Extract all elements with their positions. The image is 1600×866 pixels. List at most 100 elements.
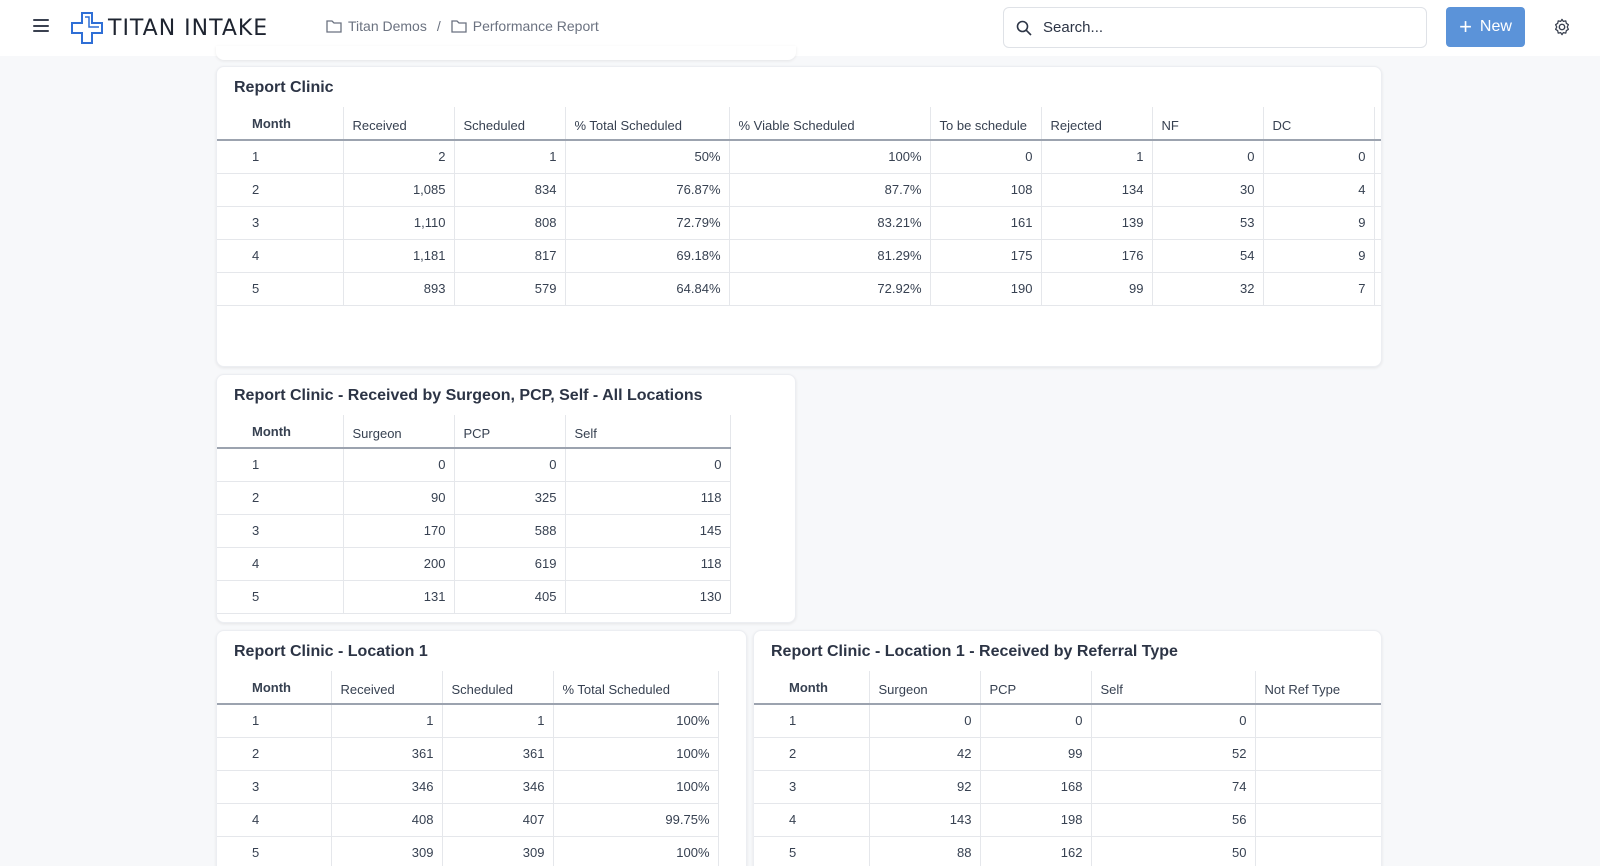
card-title: Report Clinic - Location 1 xyxy=(234,643,428,660)
column-header[interactable]: Month xyxy=(754,671,870,705)
column-header[interactable]: To be schedule xyxy=(930,107,1042,141)
previous-card-bottom xyxy=(216,46,796,60)
month-cell: 4 xyxy=(217,547,344,581)
column-header[interactable]: % Total Scheduled xyxy=(565,107,730,141)
column-header[interactable]: Received xyxy=(331,671,443,705)
table-cell: 100% xyxy=(553,704,719,738)
table-cell: 588 xyxy=(454,514,566,548)
table-cell: 0 xyxy=(343,448,455,482)
table-row: 4 1,181 817 69.18% 81.29% 175 176 54 9 xyxy=(217,239,1381,273)
table-row: 1 1 1 100% xyxy=(217,704,719,738)
table-cell: 72.92% xyxy=(729,272,931,306)
table-cell xyxy=(1255,803,1381,837)
table-cell: 139 xyxy=(1041,206,1153,240)
table-cell: 893 xyxy=(343,272,455,306)
column-header[interactable]: NF xyxy=(1152,107,1264,141)
table-cell: 1 xyxy=(454,140,566,174)
plus-icon: + xyxy=(1459,14,1472,39)
table-cell: 0 xyxy=(1152,140,1264,174)
table-cell xyxy=(1255,704,1381,738)
column-header[interactable]: % Viable Scheduled xyxy=(729,107,931,141)
column-header[interactable]: % Total Scheduled xyxy=(553,671,719,705)
table-cell: 131 xyxy=(343,580,455,614)
table-cell: 1 xyxy=(1041,140,1153,174)
column-header[interactable]: Rejected xyxy=(1041,107,1153,141)
card-title: Report Clinic - Received by Surgeon, PCP… xyxy=(234,387,703,404)
search-box[interactable] xyxy=(1003,7,1427,48)
table-cell: 162 xyxy=(980,836,1092,866)
table-cell: 100% xyxy=(553,836,719,866)
table-cell: 1 xyxy=(331,704,443,738)
column-header[interactable]: DC xyxy=(1263,107,1375,141)
logo-cross-icon xyxy=(71,12,103,44)
table-row: 5 88 162 50 xyxy=(754,836,1381,866)
table-cell: 100% xyxy=(553,770,719,804)
breadcrumb-item-titan-demos[interactable]: Titan Demos xyxy=(326,18,427,34)
app-logo[interactable]: TITAN INTAKE xyxy=(70,11,268,45)
table-row: 4 143 198 56 xyxy=(754,803,1381,837)
column-spacer xyxy=(1374,173,1381,207)
column-header[interactable]: Not Ref Type xyxy=(1255,671,1381,705)
month-cell: 1 xyxy=(217,704,332,738)
table-row: 3 170 588 145 xyxy=(217,514,731,548)
table-cell: 579 xyxy=(454,272,566,306)
table-cell: 200 xyxy=(343,547,455,581)
table-cell: 50 xyxy=(1091,836,1256,866)
table-row: 2 361 361 100% xyxy=(217,737,719,771)
table-cell: 0 xyxy=(1263,140,1375,174)
breadcrumb-item-performance-report[interactable]: Performance Report xyxy=(451,18,599,34)
table-cell: 361 xyxy=(331,737,443,771)
column-header[interactable]: Self xyxy=(565,415,731,449)
table-cell: 99 xyxy=(980,737,1092,771)
column-header[interactable]: PCP xyxy=(980,671,1092,705)
table-cell: 834 xyxy=(454,173,566,207)
table-cell: 53 xyxy=(1152,206,1264,240)
column-header[interactable]: Surgeon xyxy=(869,671,981,705)
breadcrumb-label: Performance Report xyxy=(472,18,599,34)
folder-icon xyxy=(326,20,342,33)
table-cell: 81.29% xyxy=(729,239,931,273)
report-clinic-body: 1 2 1 50% 100% 0 1 0 0 2 1,085 834 76.87% 87.7% 108 134… xyxy=(217,140,1381,306)
month-cell: 5 xyxy=(217,836,332,866)
column-header[interactable]: Received xyxy=(343,107,455,141)
table-cell: 88 xyxy=(869,836,981,866)
month-cell: 3 xyxy=(217,514,344,548)
column-header[interactable]: Surgeon xyxy=(343,415,455,449)
column-spacer xyxy=(1374,206,1381,240)
table-cell: 0 xyxy=(565,448,731,482)
search-input[interactable] xyxy=(1043,19,1403,36)
menu-icon[interactable] xyxy=(33,19,49,33)
column-header[interactable]: PCP xyxy=(454,415,566,449)
column-header[interactable]: Month xyxy=(217,415,344,449)
month-cell: 1 xyxy=(217,448,344,482)
table-cell: 408 xyxy=(331,803,443,837)
table-cell: 1,110 xyxy=(343,206,455,240)
card-title: Report Clinic xyxy=(234,79,334,96)
month-cell: 5 xyxy=(754,836,870,866)
report-clinic-location1-referral-card: Report Clinic - Location 1 - Received by… xyxy=(753,630,1382,866)
table-cell: 175 xyxy=(930,239,1042,273)
report-clinic-by-source-card: Report Clinic - Received by Surgeon, PCP… xyxy=(216,374,796,623)
table-cell: 405 xyxy=(454,580,566,614)
folder-icon xyxy=(451,20,467,33)
table-row: 3 346 346 100% xyxy=(217,770,719,804)
table-cell: 50% xyxy=(565,140,730,174)
report-clinic-by-source-table: Month Surgeon PCP Self 1 0 0 0 2 90 325 118 3 170… xyxy=(217,415,731,614)
table-cell: 4 xyxy=(1263,173,1375,207)
new-button[interactable]: + New xyxy=(1446,7,1525,47)
table-cell: 9 xyxy=(1263,206,1375,240)
table-cell: 2 xyxy=(343,140,455,174)
column-header[interactable]: Scheduled xyxy=(454,107,566,141)
table-header-row: Month Received Scheduled % Total Schedul… xyxy=(217,107,1381,141)
gear-icon[interactable] xyxy=(1553,18,1571,36)
table-cell: 168 xyxy=(980,770,1092,804)
table-cell: 72.79% xyxy=(565,206,730,240)
table-cell: 42 xyxy=(869,737,981,771)
table-cell: 619 xyxy=(454,547,566,581)
column-header[interactable]: Scheduled xyxy=(442,671,554,705)
column-header[interactable]: Month xyxy=(217,671,332,705)
table-row: 5 131 405 130 xyxy=(217,580,731,614)
column-header[interactable]: Month xyxy=(217,107,344,141)
column-header[interactable]: Self xyxy=(1091,671,1256,705)
month-cell: 3 xyxy=(217,770,332,804)
